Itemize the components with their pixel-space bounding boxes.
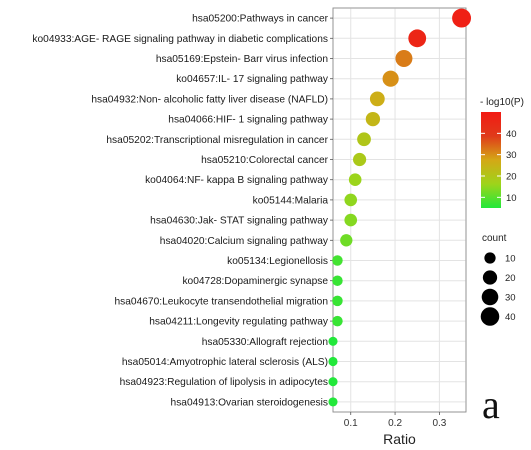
pathway-label: hsa04211:Longevity regulating pathway bbox=[149, 317, 329, 328]
data-point bbox=[408, 29, 427, 48]
data-point bbox=[365, 111, 381, 127]
data-point bbox=[332, 275, 343, 286]
size-legend-label: 30 bbox=[505, 293, 516, 304]
pathway-label: hsa05014:Amyotrophic lateral sclerosis (… bbox=[122, 357, 328, 368]
panel-letter: a bbox=[482, 382, 500, 427]
size-legend-label: 40 bbox=[505, 312, 516, 323]
data-point bbox=[328, 336, 338, 346]
color-legend-label: 10 bbox=[506, 193, 517, 204]
color-legend-label: 40 bbox=[506, 129, 517, 140]
data-point bbox=[332, 315, 343, 327]
data-point bbox=[344, 193, 358, 207]
x-tick-label: 0.3 bbox=[432, 418, 446, 429]
size-legend-dot bbox=[481, 288, 499, 306]
color-legend-title: - log10(P) bbox=[480, 97, 524, 108]
plot-panel bbox=[332, 7, 467, 413]
pathway-label: ko04933:AGE- RAGE signaling pathway in d… bbox=[32, 34, 328, 45]
pathway-label: hsa05210:Colorectal cancer bbox=[201, 155, 328, 166]
pathway-label: ko04728:Dopaminergic synapse bbox=[182, 276, 328, 287]
pathway-label: hsa05330:Allograft rejection bbox=[202, 337, 328, 348]
size-legend-title: count bbox=[482, 233, 507, 244]
data-point bbox=[328, 377, 338, 387]
pathway-label: hsa04066:HIF- 1 signaling pathway bbox=[168, 115, 329, 126]
pathway-label: hsa05202:Transcriptional misregulation i… bbox=[106, 135, 328, 146]
pathway-label: ko04657:IL- 17 signaling pathway bbox=[176, 74, 329, 85]
data-point bbox=[328, 356, 338, 367]
data-point bbox=[452, 8, 472, 28]
size-legend-label: 20 bbox=[505, 273, 516, 284]
color-legend-label: 30 bbox=[506, 150, 517, 161]
data-point bbox=[348, 173, 362, 187]
data-point bbox=[382, 70, 399, 87]
data-point bbox=[332, 295, 343, 307]
pathway-label: hsa04913:Ovarian steroidogenesis bbox=[171, 397, 328, 408]
pathway-label: ko04064:NF- kappa B signaling pathway bbox=[145, 175, 329, 186]
data-point bbox=[332, 255, 343, 266]
color-legend-label: 20 bbox=[506, 172, 517, 183]
x-axis-title: Ratio bbox=[383, 431, 416, 447]
data-point bbox=[357, 132, 371, 147]
size-legend-dot bbox=[484, 252, 496, 264]
pathway-label: hsa04923:Regulation of lipolysis in adip… bbox=[120, 377, 328, 388]
pathway-label: ko05134:Legionellosis bbox=[227, 256, 328, 267]
x-tick-label: 0.1 bbox=[344, 418, 358, 429]
data-point bbox=[369, 91, 385, 107]
pathway-label: ko05144:Malaria bbox=[253, 195, 329, 206]
data-point bbox=[395, 49, 413, 68]
size-legend-dot bbox=[482, 270, 498, 285]
color-bar bbox=[481, 112, 501, 208]
pathway-label: hsa04630:Jak- STAT signaling pathway bbox=[150, 216, 329, 227]
data-point bbox=[340, 234, 353, 247]
pathway-label: hsa04932:Non- alcoholic fatty liver dise… bbox=[91, 94, 328, 105]
data-point bbox=[328, 397, 338, 407]
size-legend-dot bbox=[480, 307, 500, 326]
pathway-label: hsa04670:Leukocyte transendothelial migr… bbox=[114, 296, 328, 307]
pathway-label: hsa05200:Pathways in cancer bbox=[192, 14, 329, 25]
plot-frame bbox=[332, 7, 467, 413]
x-tick-label: 0.2 bbox=[388, 418, 402, 429]
pathway-label: hsa04020:Calcium signaling pathway bbox=[160, 236, 329, 247]
size-legend-label: 10 bbox=[505, 254, 516, 265]
data-point bbox=[353, 152, 367, 167]
pathway-label: hsa05169:Epstein- Barr virus infection bbox=[156, 54, 328, 65]
data-point bbox=[344, 213, 358, 227]
